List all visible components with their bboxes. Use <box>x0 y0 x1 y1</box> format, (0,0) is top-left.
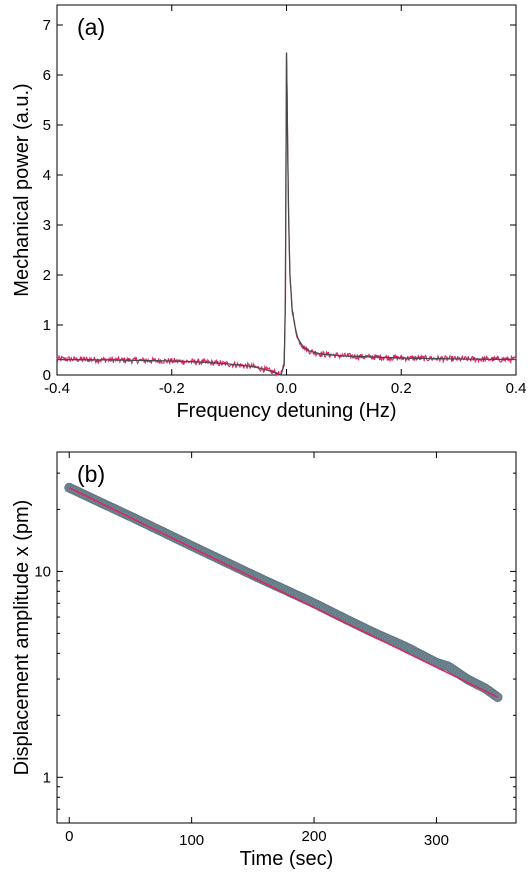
x-tick-label: 0.0 <box>276 380 297 397</box>
y-axis-label: Displacement amplitude x (pm) <box>11 500 33 776</box>
x-axis-label: Time (sec) <box>240 848 334 870</box>
y-tick-label: 1 <box>43 769 51 786</box>
y-tick-label: 0 <box>43 367 51 384</box>
x-tick-label: 200 <box>302 828 327 845</box>
series-fit-line <box>68 487 498 698</box>
y-axis-label: Mechanical power (a.u.) <box>11 83 33 296</box>
x-tick-label: -0.4 <box>44 380 70 397</box>
panel-b: 0 100 200 300 1 10 Time (sec) Displacement ampl… <box>11 451 517 870</box>
y-tick-label: 7 <box>43 17 51 34</box>
series-fit-line <box>57 52 516 376</box>
panel-label: (a) <box>77 14 105 40</box>
y-tick-label: 10 <box>34 563 51 580</box>
y-tick-label: 5 <box>43 117 51 134</box>
plot-frame <box>56 451 517 824</box>
y-tick-label: 4 <box>43 167 51 184</box>
panel-label: (b) <box>77 461 105 487</box>
y-tick-label: 3 <box>43 217 51 234</box>
x-tick-label: 0.4 <box>506 380 527 397</box>
x-tick-label: 0.2 <box>391 380 412 397</box>
y-tick-label: 6 <box>43 67 51 84</box>
x-tick-label: 0 <box>65 828 73 845</box>
x-tick-label: 100 <box>179 832 204 849</box>
y-tick-label: 2 <box>43 267 51 284</box>
panel-a: -0.4 -0.2 0.0 0.2 0.4 0 1 2 3 4 5 6 7 Frequency detun… <box>11 4 527 422</box>
y-tick-label: 1 <box>43 317 51 334</box>
x-axis-label: Frequency detuning (Hz) <box>176 400 396 422</box>
x-tick-label: -0.2 <box>159 380 185 397</box>
data-point <box>492 692 503 703</box>
x-tick-label: 300 <box>424 832 449 849</box>
